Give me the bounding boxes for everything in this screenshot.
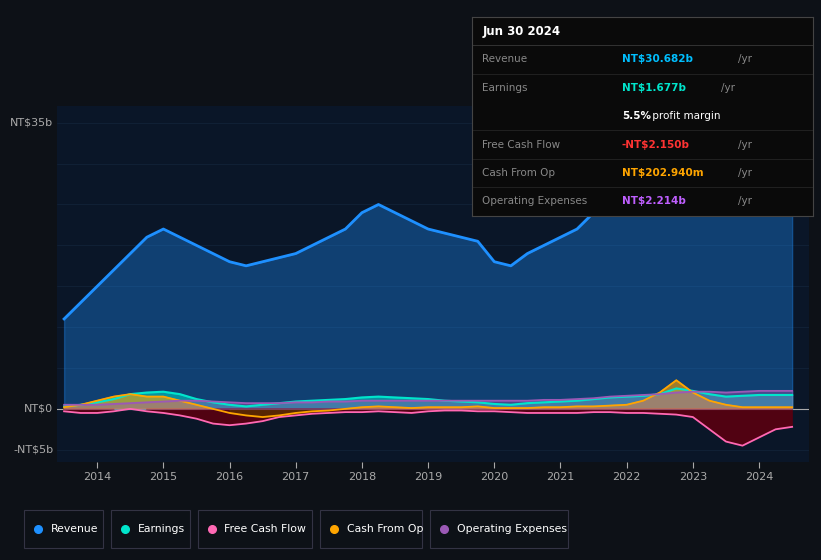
Text: NT$202.940m: NT$202.940m: [622, 168, 704, 178]
Text: Earnings: Earnings: [138, 524, 185, 534]
Text: /yr: /yr: [738, 54, 752, 64]
Text: NT$35b: NT$35b: [10, 118, 53, 128]
Text: -NT$5b: -NT$5b: [13, 445, 53, 455]
Text: Revenue: Revenue: [51, 524, 99, 534]
Text: /yr: /yr: [721, 83, 735, 93]
Text: Cash From Op: Cash From Op: [346, 524, 423, 534]
Text: NT$0: NT$0: [25, 404, 53, 414]
Text: Jun 30 2024: Jun 30 2024: [482, 25, 561, 38]
Text: NT$30.682b: NT$30.682b: [622, 54, 693, 64]
Text: Operating Expenses: Operating Expenses: [482, 197, 588, 207]
Text: NT$2.214b: NT$2.214b: [622, 197, 686, 207]
Text: /yr: /yr: [738, 197, 752, 207]
Text: 5.5%: 5.5%: [622, 111, 651, 121]
Text: Earnings: Earnings: [482, 83, 528, 93]
Text: profit margin: profit margin: [649, 111, 721, 121]
Text: NT$1.677b: NT$1.677b: [622, 83, 686, 93]
Text: Operating Expenses: Operating Expenses: [457, 524, 567, 534]
Text: Free Cash Flow: Free Cash Flow: [224, 524, 306, 534]
Text: -NT$2.150b: -NT$2.150b: [622, 139, 690, 150]
Text: Revenue: Revenue: [482, 54, 527, 64]
Text: Free Cash Flow: Free Cash Flow: [482, 139, 561, 150]
Text: Cash From Op: Cash From Op: [482, 168, 555, 178]
Text: /yr: /yr: [738, 168, 752, 178]
Text: /yr: /yr: [738, 139, 752, 150]
